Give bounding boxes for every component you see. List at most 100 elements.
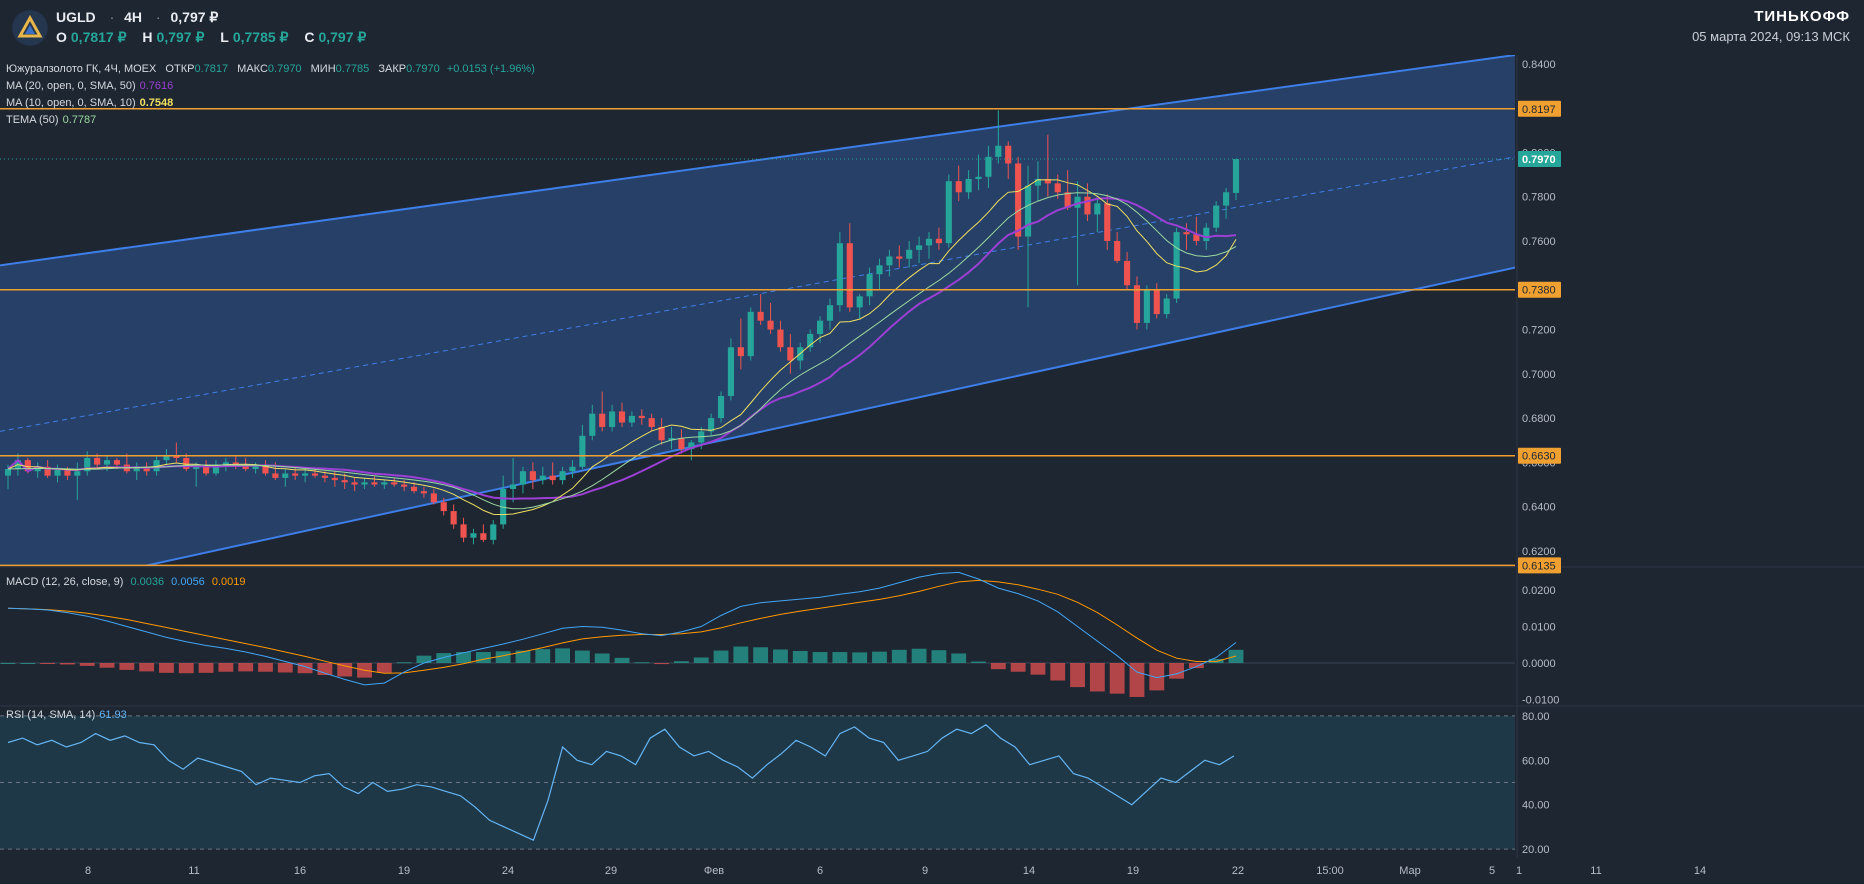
macd-histogram-bar bbox=[59, 662, 75, 665]
brand-logo: ТИНЬКОФФ bbox=[1754, 8, 1850, 25]
candle-body bbox=[222, 462, 229, 465]
legend-low-label: МИН bbox=[310, 63, 336, 75]
level-price-badge bbox=[1518, 557, 1561, 574]
macd-histogram-bar bbox=[733, 646, 749, 663]
macd-histogram-bar bbox=[238, 662, 254, 672]
candle-body bbox=[916, 245, 923, 250]
legend-close-value: 0.7970 bbox=[406, 63, 440, 75]
candle-body bbox=[202, 464, 210, 474]
candle-body bbox=[678, 438, 685, 450]
candle-body bbox=[708, 418, 715, 432]
candle-body bbox=[94, 457, 101, 465]
symbol-header: UGLD · 4H · 0,797 ₽ O 0,7817 ₽ H 0,797 ₽ L… bbox=[0, 0, 1864, 56]
macd-histogram-bar bbox=[1188, 662, 1204, 669]
candle-body bbox=[965, 178, 972, 193]
timeframe-label[interactable]: 4H bbox=[124, 9, 143, 25]
legend-high-label: МАКС bbox=[237, 63, 268, 75]
candle-body bbox=[519, 471, 527, 485]
macd-histogram-bar bbox=[258, 662, 273, 672]
last-price-badge bbox=[1518, 151, 1561, 168]
rsi-pane bbox=[0, 715, 1515, 850]
candle-body bbox=[717, 395, 725, 419]
separator-dot-icon: · bbox=[109, 9, 115, 25]
candle-body bbox=[727, 347, 735, 396]
candle-body bbox=[559, 471, 566, 481]
candle-body bbox=[826, 305, 834, 321]
macd-histogram-bar bbox=[1089, 662, 1105, 692]
macd-histogram-bar bbox=[99, 662, 115, 668]
candle-body bbox=[886, 256, 893, 266]
candle-body bbox=[103, 460, 111, 465]
price-tick-label: 0.7000 bbox=[1522, 369, 1556, 381]
macd-histogram-bar bbox=[812, 652, 828, 663]
candle-body bbox=[262, 464, 269, 474]
time-tick-label: 14 bbox=[1694, 865, 1706, 877]
macd-line bbox=[7, 571, 1237, 686]
macd-histogram-bar bbox=[1169, 662, 1185, 679]
time-tick-label: 19 bbox=[398, 865, 410, 877]
candle-body bbox=[688, 442, 695, 450]
macd-legend[interactable]: MACD (12, 26, close, 9) 0.0036 0.0056 0.… bbox=[6, 576, 246, 588]
candle-body bbox=[232, 462, 239, 465]
candle-body bbox=[1183, 232, 1190, 235]
candle-body bbox=[34, 466, 41, 472]
candle-body bbox=[549, 475, 556, 481]
macd-histogram-bar bbox=[277, 662, 293, 673]
candle-body bbox=[618, 411, 626, 423]
ticker-symbol[interactable]: UGLD bbox=[56, 9, 96, 25]
ma10-legend[interactable]: MA (10, open, 0, SMA, 10) 0.7548 bbox=[6, 97, 173, 109]
rsi-value: 61.93 bbox=[99, 709, 127, 721]
level-price-badge bbox=[1518, 447, 1561, 464]
price-tick-label: 0.7200 bbox=[1522, 325, 1556, 337]
level-price-badge bbox=[1518, 281, 1561, 298]
candle-body bbox=[787, 347, 794, 361]
candle-body bbox=[906, 249, 913, 259]
candle-body bbox=[747, 311, 754, 357]
rsi-legend[interactable]: RSI (14, SMA, 14) 61.93 bbox=[6, 709, 127, 721]
macd-histogram-bar bbox=[1208, 658, 1224, 663]
instrument-name: Южуралзолото ГК, 4Ч, MOEX bbox=[6, 63, 157, 75]
candle-body bbox=[1034, 178, 1042, 186]
macd-histogram-bar bbox=[535, 649, 551, 663]
channel-mid-line bbox=[0, 156, 1515, 432]
price-legend: Южуралзолото ГК, 4Ч, MOEX ОТКР0.7817 МАК… bbox=[6, 63, 535, 75]
macd-histogram-bar bbox=[753, 647, 769, 663]
candle-body bbox=[1232, 159, 1240, 193]
candle-body bbox=[668, 438, 675, 441]
candle-body bbox=[84, 457, 91, 472]
level-price-label: 0.8197 bbox=[1522, 104, 1556, 116]
macd-pane bbox=[0, 571, 1515, 697]
macd-histogram-bar bbox=[178, 662, 194, 674]
candle-body bbox=[460, 524, 467, 538]
candle-body bbox=[995, 145, 1002, 157]
channel-lower-line bbox=[139, 266, 1515, 566]
macd-histogram-bar bbox=[79, 662, 95, 666]
tema-legend[interactable]: TEMA (50) 0.7787 bbox=[6, 114, 96, 126]
channel-fill bbox=[0, 55, 1515, 566]
macd-histogram-bar bbox=[297, 662, 313, 674]
macd-histogram-bar bbox=[931, 650, 947, 663]
candle-body bbox=[955, 181, 962, 193]
candle-body bbox=[1223, 192, 1230, 206]
candle-body bbox=[1044, 178, 1051, 184]
ma20-legend[interactable]: MA (20, open, 0, SMA, 50) 0.7616 bbox=[6, 80, 173, 92]
open-label: O bbox=[56, 29, 67, 45]
candle-body bbox=[183, 457, 190, 470]
candle-body bbox=[272, 473, 279, 478]
ma10-value: 0.7548 bbox=[139, 97, 174, 109]
time-tick-label: 14 bbox=[1023, 865, 1035, 877]
macd-histogram-bar bbox=[872, 651, 887, 663]
time-tick-label: 5 bbox=[1489, 865, 1495, 877]
candle-body bbox=[1153, 289, 1160, 315]
candle-body bbox=[579, 435, 586, 467]
candle-body bbox=[945, 181, 952, 244]
candle-body bbox=[856, 296, 863, 308]
candle-body bbox=[569, 466, 576, 472]
candle-body bbox=[509, 484, 517, 489]
candle-body bbox=[836, 243, 843, 306]
candle-body bbox=[1133, 285, 1141, 323]
candle-body bbox=[420, 491, 428, 494]
macd-histogram-bar bbox=[891, 649, 907, 663]
low-label: L bbox=[220, 29, 229, 45]
